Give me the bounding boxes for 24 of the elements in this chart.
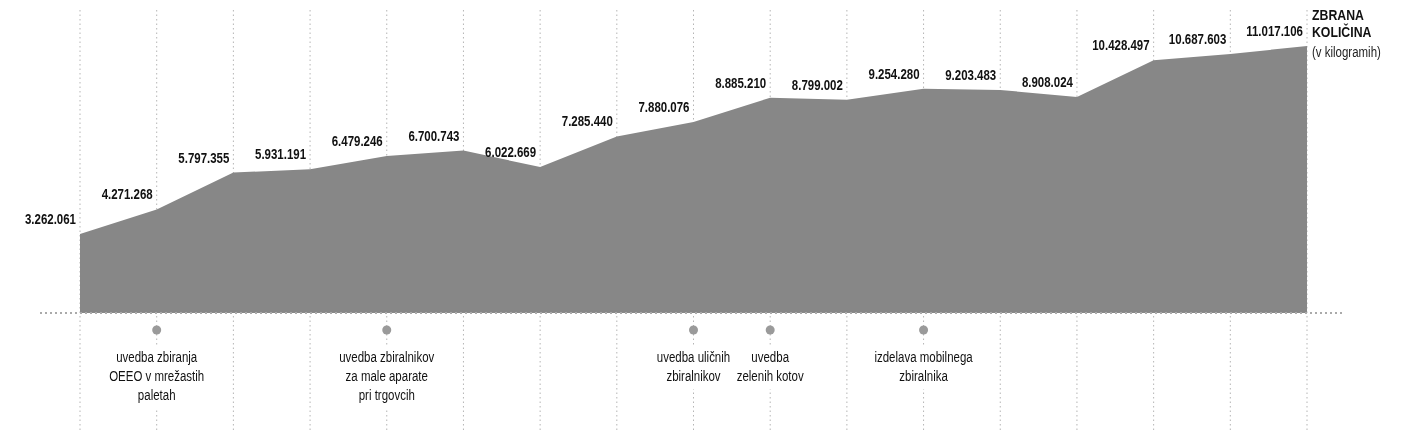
data-label: 11.017.106 xyxy=(1246,22,1303,40)
annotation: (v kilogramih) xyxy=(1312,43,1381,61)
data-label: 8.799.002 xyxy=(791,76,843,94)
x-tick-label: uvedba zbiralnikov za male aparate pri trgovcih xyxy=(339,348,435,404)
x-tick-label: uvedba zelenih kotov xyxy=(736,348,805,385)
x-tick-label: uvedba uličnih zbiralnikov xyxy=(656,348,731,385)
data-label: 8.908.024 xyxy=(1021,73,1074,91)
x-tick-label: izdelava mobilnega zbiralnika xyxy=(874,348,974,385)
data-label: 10.428.497 xyxy=(1092,37,1150,54)
data-label: 10.687.603 xyxy=(1168,30,1227,48)
data-label: 4.271.268 xyxy=(101,186,153,203)
data-label: 9.254.280 xyxy=(868,65,920,82)
data-label: 6.479.246 xyxy=(331,132,383,150)
data-label: 6.022.669 xyxy=(485,143,537,161)
y-axis-title: ZBRANA KOLIČINA xyxy=(1312,6,1372,41)
data-label: 5.931.191 xyxy=(255,146,307,163)
data-label: 8.885.210 xyxy=(715,74,767,91)
data-label: 7.285.440 xyxy=(561,113,613,130)
x-tick-label: uvedba zbiranja OEEO v mrežastih paletah xyxy=(109,348,205,404)
data-label: 3.262.061 xyxy=(24,210,76,228)
data-label: 9.203.483 xyxy=(945,66,997,84)
data-label: 7.880.076 xyxy=(638,98,690,116)
data-label: 5.797.355 xyxy=(178,149,230,166)
data-label: 6.700.743 xyxy=(408,127,460,144)
